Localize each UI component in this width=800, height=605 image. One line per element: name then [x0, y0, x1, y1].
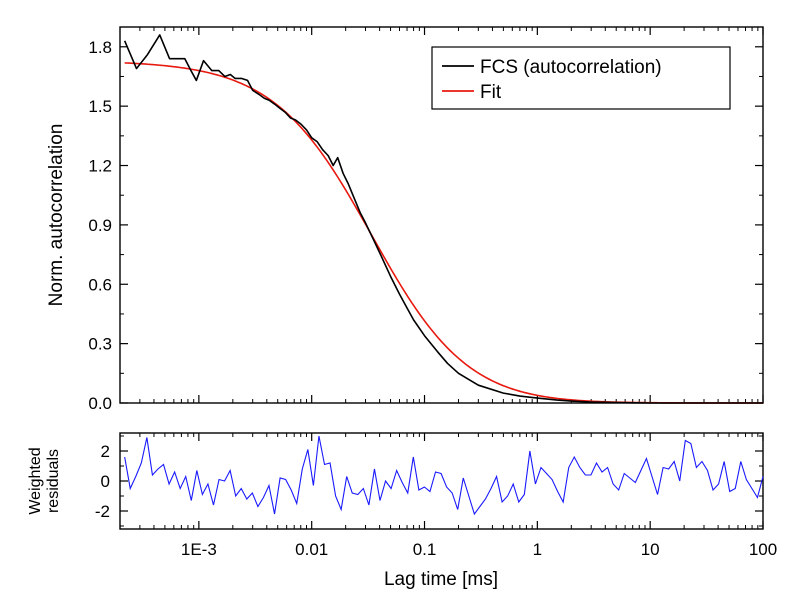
residuals-ytick-labels: -2 0 2	[95, 442, 110, 521]
legend-box	[431, 46, 731, 110]
x-tick-label: 0.01	[295, 540, 328, 559]
x-tick-label: 0.1	[413, 540, 437, 559]
y-tick-label: 0.9	[88, 216, 112, 235]
x-tick-label: 100	[749, 540, 777, 559]
x-tick-label: 10	[641, 540, 660, 559]
y-tick-label: 1.5	[88, 97, 112, 116]
y-axis-label: Norm. autocorrelation	[46, 124, 67, 307]
residuals-series	[124, 435, 764, 516]
y-tick-label: 0.0	[88, 394, 112, 413]
residuals-panel: -2 0 2 1E-3 0.01 0.1 1 10 100 Weighted residual…	[27, 432, 777, 590]
fcs-data-line	[123, 34, 763, 404]
legend: FCS (autocorrelation) Fit	[431, 46, 731, 110]
legend-label-fit: Fit	[480, 82, 502, 103]
res-y-tick-label: 0	[101, 472, 110, 491]
res-y-tick-label: 2	[101, 442, 110, 461]
fit-curve	[124, 62, 763, 404]
main-ticks	[119, 27, 764, 404]
residuals-y-label-line2: residuals	[45, 449, 62, 513]
main-series	[123, 34, 763, 404]
x-axis-label: Lag time [ms]	[384, 569, 498, 590]
x-tick-label: 1	[533, 540, 542, 559]
y-tick-label: 0.6	[88, 275, 112, 294]
main-plot-frame	[119, 26, 764, 404]
main-ytick-labels: 0.0 0.3 0.6 0.9 1.2 1.5 1.8	[88, 38, 112, 413]
res-y-tick-label: -2	[95, 502, 110, 521]
y-tick-label: 1.2	[88, 157, 112, 176]
y-tick-label: 0.3	[88, 335, 112, 354]
main-panel: 0.0 0.3 0.6 0.9 1.2 1.5 1.8 Norm. autocorrelat…	[46, 26, 764, 413]
legend-label-fcs: FCS (autocorrelation)	[480, 57, 662, 78]
x-tick-label: 1E-3	[181, 540, 217, 559]
residuals-line	[124, 435, 764, 516]
residuals-y-label-line1: Weighted	[27, 447, 44, 514]
y-tick-label: 1.8	[88, 38, 112, 57]
residuals-plot-frame	[119, 432, 764, 530]
residuals-ticks	[119, 433, 764, 529]
x-tick-labels: 1E-3 0.01 0.1 1 10 100	[181, 540, 777, 559]
